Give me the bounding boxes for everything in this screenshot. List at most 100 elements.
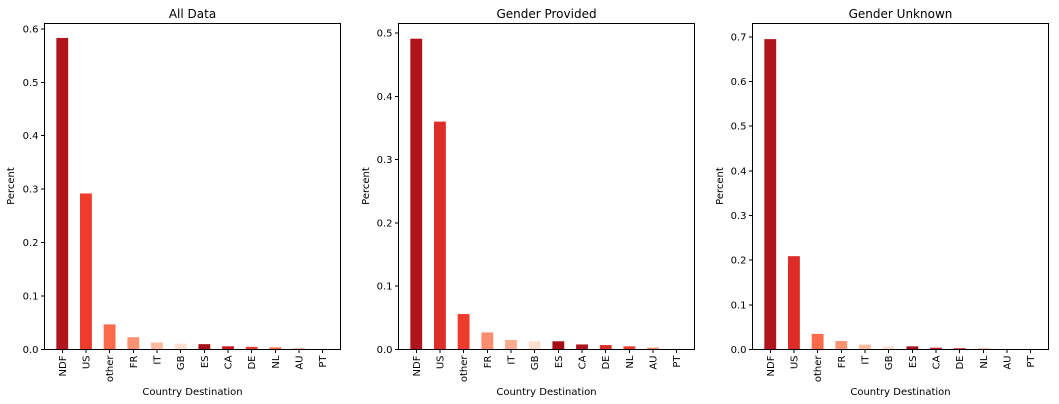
bar-fr <box>127 337 140 350</box>
plot-frame <box>752 23 1049 350</box>
x-tick-label: US <box>81 356 92 370</box>
bar-it <box>859 344 871 350</box>
bar-es <box>552 341 565 350</box>
x-tick-label: AU <box>1003 356 1014 370</box>
chart-title: Gender Provided <box>496 7 596 21</box>
bar-ndf <box>56 37 69 350</box>
x-axis-label: Country Destination <box>142 387 242 398</box>
bar-es <box>198 344 211 350</box>
x-tick-label: GB <box>884 355 895 370</box>
y-tick-label: 0.3 <box>377 155 393 166</box>
chart-title: All Data <box>169 7 216 21</box>
y-tick-label: 0.4 <box>731 166 747 177</box>
y-tick-label: 0.0 <box>731 345 747 356</box>
y-tick-label: 0.1 <box>23 292 39 303</box>
bar-ca <box>930 347 942 350</box>
chart-panel-all-data: All Data Percent Country Destination 0.0… <box>6 7 341 398</box>
chart-panel-gender-provided: Gender Provided Percent Country Destinat… <box>361 7 695 398</box>
y-tick-label: 0.2 <box>377 218 393 229</box>
chart-panel-gender-unknown: Gender Unknown Percent Country Destinati… <box>715 7 1049 398</box>
bar-other <box>811 333 824 350</box>
x-tick-label: other <box>105 355 116 383</box>
x-tick-label: CA <box>932 355 943 369</box>
bar-de <box>599 345 612 350</box>
y-axis-label: Percent <box>715 167 726 205</box>
x-tick-label: AU <box>295 356 306 370</box>
bar-series <box>56 37 329 350</box>
x-tick-label: NL <box>979 355 990 368</box>
x-tick-label: CA <box>224 355 235 369</box>
y-tick-label: 0.0 <box>23 345 39 356</box>
x-tick-label: DE <box>247 356 258 370</box>
y-tick-label: 0.2 <box>731 256 747 267</box>
x-tick-label: PT <box>672 355 683 368</box>
bar-gb <box>174 343 187 350</box>
bar-other <box>103 324 116 350</box>
y-axis-ticks: 0.0 0.1 0.2 0.3 0.4 0.5 <box>377 29 399 356</box>
x-tick-label: GB <box>176 355 187 370</box>
bar-other <box>457 314 470 350</box>
x-tick-label: CA <box>578 355 589 369</box>
x-tick-label: NL <box>625 355 636 368</box>
x-tick-label: ES <box>200 356 211 369</box>
y-tick-label: 0.1 <box>377 282 393 293</box>
x-tick-label: GB <box>530 355 541 370</box>
bar-au <box>647 347 659 350</box>
x-tick-label: FR <box>483 355 494 368</box>
y-tick-label: 0.5 <box>731 122 747 133</box>
bar-us <box>788 256 800 350</box>
bar-it <box>505 340 517 350</box>
bar-es <box>906 346 919 350</box>
bar-gb <box>528 341 541 350</box>
bar-series <box>410 38 683 350</box>
plot-frame <box>44 23 341 350</box>
y-tick-label: 0.6 <box>731 77 747 88</box>
x-tick-label: IT <box>506 355 517 365</box>
x-tick-label: ES <box>908 356 919 369</box>
y-axis-label: Percent <box>361 167 372 205</box>
x-tick-label: NDF <box>766 355 777 376</box>
y-tick-label: 0.1 <box>731 300 747 311</box>
bar-nl <box>269 347 282 350</box>
bar-ca <box>576 344 588 350</box>
x-tick-label: other <box>813 355 824 383</box>
x-axis-label: Country Destination <box>850 387 950 398</box>
plot-frame <box>398 23 695 350</box>
bar-ca <box>222 346 234 350</box>
x-tick-label: FR <box>837 355 848 368</box>
x-axis-ticks: NDF US other FR IT GB ES CA DE NL AU PT <box>412 349 683 383</box>
bar-fr <box>481 332 494 350</box>
y-axis-label: Percent <box>6 167 17 205</box>
x-tick-label: DE <box>955 356 966 370</box>
x-tick-label: other <box>459 355 470 383</box>
x-axis-ticks: NDF US other FR IT GB ES CA DE NL AU PT <box>766 349 1037 383</box>
x-tick-label: US <box>435 356 446 370</box>
y-tick-label: 0.4 <box>23 131 39 142</box>
y-tick-label: 0.3 <box>23 185 39 196</box>
y-axis-ticks: 0.0 0.1 0.2 0.3 0.4 0.5 0.6 0.7 <box>731 32 753 356</box>
x-tick-label: PT <box>318 355 329 368</box>
bar-ndf <box>410 38 423 350</box>
y-axis-ticks: 0.0 0.1 0.2 0.3 0.4 0.5 0.6 <box>23 24 45 356</box>
y-tick-label: 0.5 <box>377 29 393 40</box>
x-tick-label: NDF <box>58 355 69 376</box>
x-axis-ticks: NDF US other FR IT GB ES CA DE NL AU PT <box>58 349 329 383</box>
x-tick-label: PT <box>1026 355 1037 368</box>
y-tick-label: 0.3 <box>731 211 747 222</box>
x-tick-label: IT <box>152 355 163 365</box>
y-tick-label: 0.5 <box>23 78 39 89</box>
chart-title: Gender Unknown <box>849 7 953 21</box>
bar-nl <box>623 346 636 350</box>
x-tick-label: US <box>789 356 800 370</box>
y-tick-label: 0.0 <box>377 345 393 356</box>
x-tick-label: DE <box>601 356 612 370</box>
x-tick-label: NDF <box>412 355 423 376</box>
x-tick-label: ES <box>554 356 565 369</box>
y-tick-label: 0.6 <box>23 24 39 35</box>
bar-de <box>245 346 258 350</box>
x-tick-label: FR <box>129 355 140 368</box>
bar-au <box>293 348 305 350</box>
bar-ndf <box>764 39 777 350</box>
